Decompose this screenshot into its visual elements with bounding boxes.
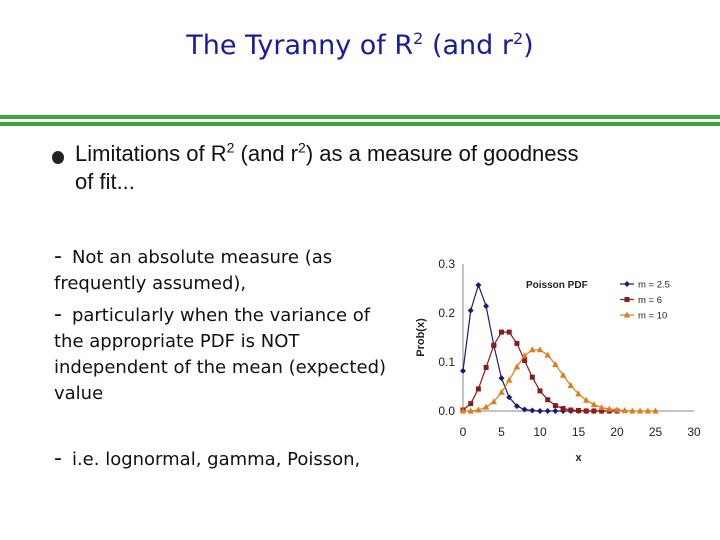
slide-title: The Tyranny of R2 (and r2) xyxy=(186,29,534,61)
sub-bullet-3: - i.e. lognormal, gamma, Poisson, xyxy=(54,446,361,471)
point-s2-8 xyxy=(521,352,528,359)
x-tick-label-3: 15 xyxy=(572,425,586,439)
point-s1-6 xyxy=(506,329,512,335)
point-s2-5 xyxy=(498,388,505,395)
y-tick-label-3: 0.3 xyxy=(438,257,455,271)
point-s0-11 xyxy=(544,408,551,414)
point-s1-4 xyxy=(491,342,497,348)
point-s1-3 xyxy=(483,364,489,370)
point-s1-16 xyxy=(583,408,589,414)
point-s0-7 xyxy=(513,403,520,410)
y-tick-label-0: 0.0 xyxy=(438,404,455,418)
point-s1-11 xyxy=(545,397,551,403)
point-s2-19 xyxy=(606,405,613,412)
point-s2-4 xyxy=(490,398,497,405)
title-rule-top xyxy=(0,115,720,119)
legend-marker-1 xyxy=(624,297,630,302)
legend-label-1: m = 6 xyxy=(638,295,662,306)
point-s2-7 xyxy=(513,363,521,370)
x-tick-label-0: 0 xyxy=(460,425,467,439)
point-s1-2 xyxy=(475,386,481,392)
point-s2-25 xyxy=(652,407,659,414)
point-s0-6 xyxy=(506,394,513,401)
point-s2-20 xyxy=(613,406,621,413)
point-s2-22 xyxy=(629,407,636,414)
point-s2-17 xyxy=(590,401,598,408)
point-s2-3 xyxy=(482,403,490,410)
point-s0-3 xyxy=(483,303,490,310)
point-s1-10 xyxy=(537,388,543,394)
x-tick-label-2: 10 xyxy=(533,425,547,439)
point-s0-0 xyxy=(460,367,466,374)
x-tick-label-5: 25 xyxy=(649,425,663,439)
point-s2-13 xyxy=(559,371,567,378)
point-s1-18 xyxy=(599,408,605,414)
main-bullet: Limitations of R2 (and r2) as a measure … xyxy=(75,139,579,194)
point-s1-5 xyxy=(499,329,504,335)
point-s2-2 xyxy=(475,406,482,413)
point-s2-16 xyxy=(583,396,590,403)
x-tick-label-4: 20 xyxy=(610,425,624,439)
point-s2-23 xyxy=(636,407,644,414)
point-s0-8 xyxy=(521,406,528,413)
series-line-1 xyxy=(462,331,617,412)
point-s1-17 xyxy=(591,408,597,414)
legend-marker-2 xyxy=(623,311,631,318)
chart-title: Poisson PDF xyxy=(526,280,588,291)
point-s0-12 xyxy=(552,408,559,414)
point-s0-10 xyxy=(537,408,543,414)
point-s2-6 xyxy=(506,376,513,383)
legend-marker-0 xyxy=(624,281,630,287)
point-s2-15 xyxy=(575,390,582,397)
point-s0-1 xyxy=(467,307,474,314)
point-s2-12 xyxy=(552,360,559,367)
point-s1-14 xyxy=(568,407,574,413)
point-s1-13 xyxy=(560,406,566,412)
point-s0-5 xyxy=(498,375,505,382)
sub-bullet-1: - Not an absolute measure (as frequently … xyxy=(54,244,333,294)
point-s2-9 xyxy=(529,346,536,353)
x-axis-label: x xyxy=(575,452,582,464)
point-s1-8 xyxy=(522,358,528,364)
point-s2-0 xyxy=(459,407,467,414)
point-s2-24 xyxy=(644,407,651,414)
point-s2-10 xyxy=(536,346,544,353)
point-s2-11 xyxy=(544,351,551,358)
point-s2-14 xyxy=(567,382,574,389)
point-s1-15 xyxy=(576,408,581,414)
point-s0-9 xyxy=(529,407,536,414)
point-s1-1 xyxy=(468,401,474,407)
point-s2-18 xyxy=(598,404,605,411)
sub-bullet-2: - particularly when the variance of the a… xyxy=(54,302,387,404)
point-s1-7 xyxy=(514,340,520,346)
poisson-chart: 0.0 0.1 0.2 0.3 0 5 10 15 20 25 30 x Prob(x) Poisson … xyxy=(415,257,701,464)
point-s1-9 xyxy=(529,374,535,380)
bullet-dot xyxy=(52,151,64,164)
y-axis-label: Prob(x) xyxy=(415,318,427,357)
title-rule-bottom xyxy=(0,122,720,126)
point-s0-2 xyxy=(475,282,482,289)
legend-label-2: m = 10 xyxy=(638,311,667,322)
x-tick-label-6: 30 xyxy=(687,425,701,439)
point-s1-12 xyxy=(552,403,558,409)
legend-label-0: m = 2.5 xyxy=(638,280,670,291)
point-s2-1 xyxy=(467,407,474,414)
y-tick-label-1: 0.1 xyxy=(438,355,455,369)
x-tick-label-1: 5 xyxy=(498,425,505,439)
y-tick-label-2: 0.2 xyxy=(438,306,455,320)
point-s2-21 xyxy=(621,407,628,414)
